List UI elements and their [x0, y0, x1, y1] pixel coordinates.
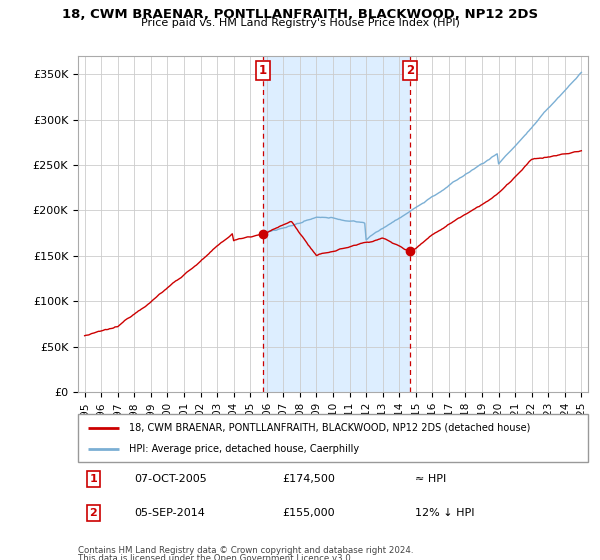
- Text: 18, CWM BRAENAR, PONTLLANFRAITH, BLACKWOOD, NP12 2DS (detached house): 18, CWM BRAENAR, PONTLLANFRAITH, BLACKWO…: [129, 423, 530, 433]
- Text: HPI: Average price, detached house, Caerphilly: HPI: Average price, detached house, Caer…: [129, 444, 359, 454]
- Text: This data is licensed under the Open Government Licence v3.0.: This data is licensed under the Open Gov…: [78, 554, 353, 560]
- Text: 1: 1: [259, 64, 266, 77]
- Text: 1: 1: [89, 474, 97, 484]
- Text: Contains HM Land Registry data © Crown copyright and database right 2024.: Contains HM Land Registry data © Crown c…: [78, 546, 413, 555]
- Text: 12% ↓ HPI: 12% ↓ HPI: [415, 508, 474, 518]
- Text: 2: 2: [89, 508, 97, 518]
- Text: ≈ HPI: ≈ HPI: [415, 474, 446, 484]
- Text: 2: 2: [406, 64, 415, 77]
- Text: 18, CWM BRAENAR, PONTLLANFRAITH, BLACKWOOD, NP12 2DS: 18, CWM BRAENAR, PONTLLANFRAITH, BLACKWO…: [62, 8, 538, 21]
- Text: £155,000: £155,000: [282, 508, 335, 518]
- Text: 07-OCT-2005: 07-OCT-2005: [134, 474, 207, 484]
- Bar: [263, 56, 410, 392]
- Text: Price paid vs. HM Land Registry's House Price Index (HPI): Price paid vs. HM Land Registry's House …: [140, 18, 460, 29]
- Text: £174,500: £174,500: [282, 474, 335, 484]
- FancyBboxPatch shape: [78, 414, 588, 462]
- Text: 05-SEP-2014: 05-SEP-2014: [134, 508, 205, 518]
